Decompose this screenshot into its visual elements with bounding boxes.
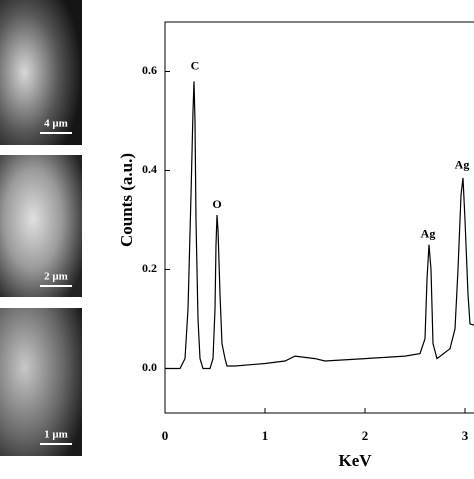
scale-label: 1 μm [44, 429, 68, 441]
x-tick-label: 2 [362, 428, 369, 443]
scale-label: 4 μm [44, 118, 68, 130]
sem-image [0, 155, 82, 297]
sem-image [0, 308, 82, 456]
y-tick-label: 0.0 [142, 360, 157, 374]
y-tick-label: 0.6 [142, 63, 157, 77]
peak-label: O [212, 197, 221, 211]
x-tick-label: 0 [162, 428, 169, 443]
x-tick-label: 1 [262, 428, 269, 443]
peak-label: Ag [455, 157, 470, 171]
peak-label: Ag [421, 227, 436, 241]
y-tick-label: 0.4 [142, 162, 157, 176]
plot-frame [164, 21, 474, 414]
y-tick-label: 0.2 [142, 261, 157, 275]
x-tick-label: 3 [462, 428, 469, 443]
scale-label: 2 μm [44, 271, 68, 283]
spectrum-line [165, 81, 474, 370]
y-axis-label: Counts (a.u.) [117, 153, 136, 247]
x-axis-label: KeV [338, 451, 372, 470]
peak-label: C [191, 58, 200, 72]
sem-images: 4 μm 2 μm 1 μm [0, 0, 82, 456]
sem-image [0, 0, 82, 145]
